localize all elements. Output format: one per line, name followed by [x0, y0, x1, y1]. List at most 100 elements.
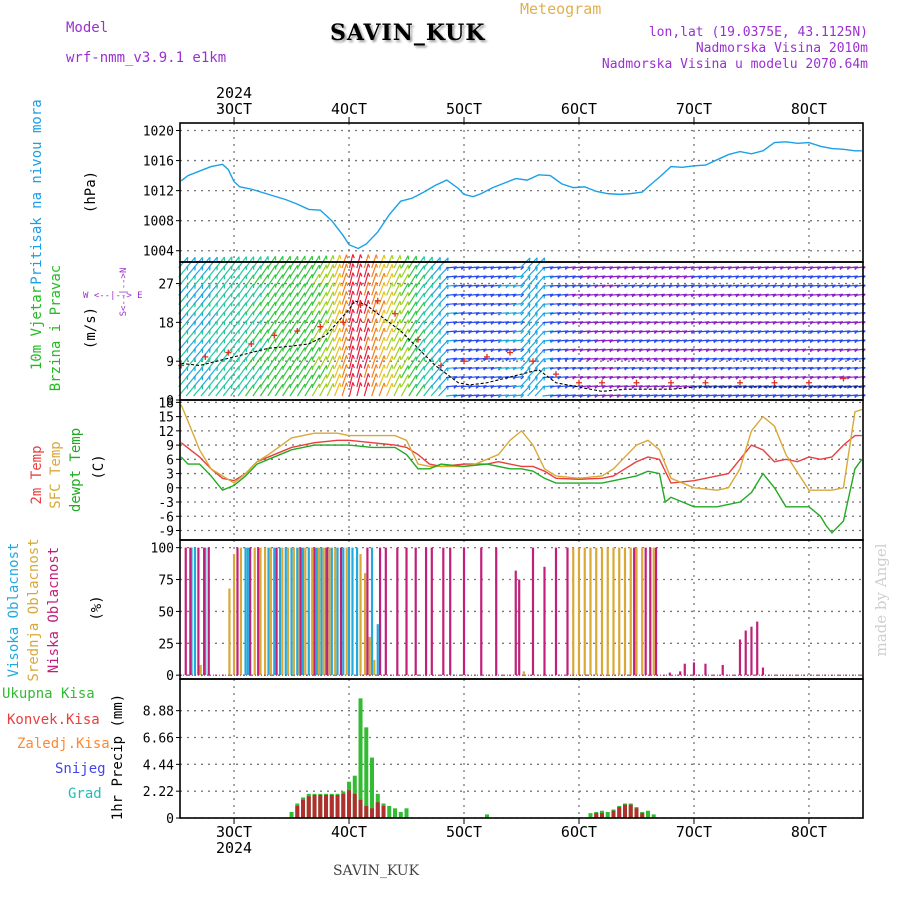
wind-barb-head: [359, 290, 363, 295]
wind-barb: [534, 348, 546, 360]
wind-barb: [483, 293, 495, 297]
wind-barb: [757, 266, 769, 269]
wind-barb-head: [345, 373, 349, 378]
wind-barb: [423, 329, 433, 342]
wind-barb: [794, 330, 806, 333]
wind-barb: [207, 384, 218, 397]
wind-barb: [824, 275, 836, 278]
wind-barb-head: [391, 373, 394, 379]
wind-barb: [609, 302, 621, 306]
wind-barb: [735, 330, 747, 333]
wind-barb: [735, 357, 747, 361]
wind-barb: [720, 375, 732, 379]
wind-barb: [728, 366, 740, 370]
wind-barb: [319, 365, 327, 378]
wind-barb: [661, 366, 673, 370]
wind-barb: [594, 311, 606, 315]
wind-barb: [296, 356, 306, 369]
wind-barb: [259, 356, 269, 369]
wind-barb: [765, 275, 777, 278]
x-day-label-bottom: 8OCT: [791, 823, 827, 841]
wind-barb: [579, 339, 591, 342]
wind-barb: [252, 301, 262, 315]
wind-barb: [200, 357, 211, 369]
wind-barb-head: [339, 373, 342, 378]
wind-barb: [787, 375, 799, 379]
wind-barb: [698, 284, 710, 287]
wind-barb: [319, 346, 327, 360]
wind-barb: [245, 365, 255, 379]
wind-barb: [200, 375, 211, 388]
wind-barb: [735, 311, 747, 315]
wind-barb: [713, 284, 725, 287]
pressure-line: [180, 141, 862, 250]
wind-barb: [794, 375, 806, 379]
wind-barb: [809, 302, 821, 306]
wind-barb: [683, 293, 695, 297]
precip-conv-bar: [594, 813, 599, 818]
wind-barb: [215, 375, 225, 388]
wind-barb: [207, 339, 218, 351]
wind-barb: [341, 364, 347, 378]
wind-barb-head: [345, 336, 349, 341]
wind-barb-head: [345, 355, 349, 360]
wind-barb-head: [332, 383, 335, 388]
wind-barb: [794, 385, 806, 388]
wind-barb: [415, 384, 425, 397]
wind-barb: [245, 375, 255, 388]
wind-barb: [185, 266, 196, 278]
wind-barb: [690, 321, 702, 324]
wind-barb: [468, 321, 480, 324]
wind-barb-head: [352, 290, 355, 295]
wind-barb-head: [325, 328, 328, 333]
wind-barb: [564, 293, 576, 297]
wind-barb-head: [332, 328, 335, 333]
wind-barb: [705, 330, 717, 333]
wind-barb: [356, 309, 362, 324]
wind-barb: [846, 284, 858, 287]
wind-barb: [408, 347, 417, 360]
precip-total-bar: [645, 810, 650, 818]
wind-barb: [802, 266, 814, 269]
wind-barb: [831, 266, 844, 269]
wind-barb: [483, 311, 495, 315]
wind-barb: [445, 375, 457, 379]
wind-barb: [415, 311, 425, 324]
wind-barb: [757, 339, 769, 342]
wind-gust-marker: [507, 349, 514, 356]
wind-barb: [304, 274, 313, 287]
wind-barb: [787, 284, 799, 287]
wind-barb: [393, 291, 401, 305]
wind-barb: [586, 366, 599, 370]
wind-barb: [772, 330, 784, 333]
wind-barb: [794, 284, 806, 287]
wind-barb: [334, 327, 341, 342]
wind-barb: [393, 328, 401, 342]
wind-barb-head: [332, 273, 335, 278]
wind-barb: [304, 356, 313, 369]
wind-barb: [676, 348, 688, 351]
wind-barb: [698, 275, 710, 278]
wind-barb: [809, 339, 821, 342]
wind-barb: [274, 283, 284, 296]
wind-barb: [534, 293, 546, 305]
wind-barb: [483, 321, 495, 324]
wind-barb: [579, 266, 591, 269]
wind-barb: [386, 328, 393, 342]
wind-barb: [609, 357, 621, 361]
wind-barb: [839, 321, 851, 324]
wind-barb: [713, 302, 725, 306]
wind-barb: [839, 266, 851, 269]
wind-barb: [423, 384, 433, 397]
wind-barb-head: [520, 266, 525, 270]
wind-barb: [415, 292, 425, 305]
wind-gust-marker: [736, 379, 743, 386]
wind-barb: [468, 394, 480, 397]
wind-barb: [230, 283, 240, 296]
wind-barb: [245, 283, 255, 296]
wind-barb: [423, 320, 433, 333]
wind-barb: [274, 383, 284, 397]
cloud-ylabel-mid: Srednja Oblacnost: [26, 538, 42, 681]
wind-barb: [802, 394, 814, 397]
wind-barb: [824, 302, 836, 306]
